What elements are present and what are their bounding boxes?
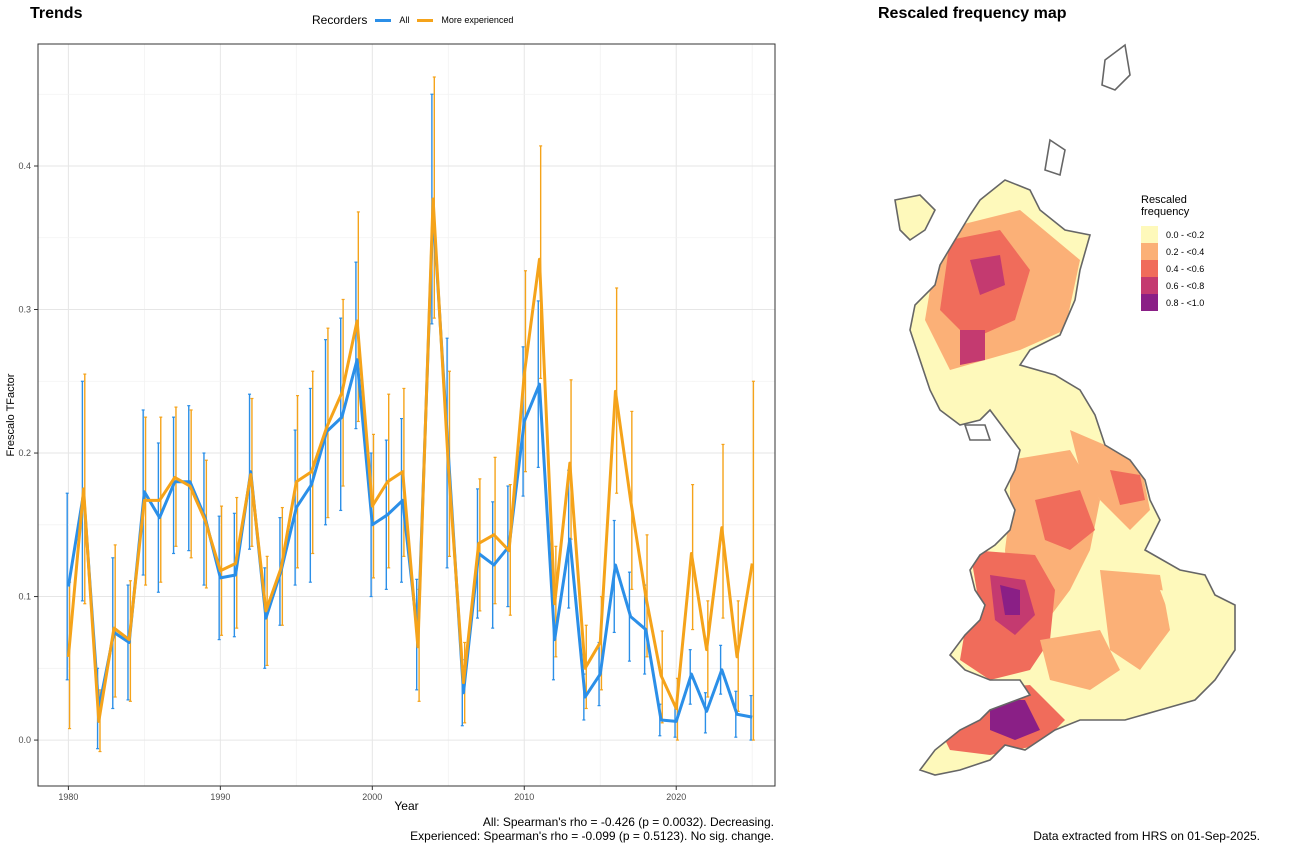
map-legend-title: Rescaled frequency: [1141, 194, 1190, 218]
map-legend-item: 0.4 - <0.6: [1141, 260, 1221, 277]
map-legend-label: 0.6 - <0.8: [1166, 280, 1205, 291]
data-note: Data extracted from HRS on 01-Sep-2025.: [1033, 829, 1260, 843]
map-legend-swatch: [1141, 277, 1158, 294]
stats-experienced: Experienced: Spearman's rho = -0.099 (p …: [410, 829, 774, 843]
legend-item-experienced: More experienced: [417, 15, 513, 25]
legend-swatch-all: [375, 18, 392, 22]
map-fill: [895, 180, 1235, 775]
legend-title: Recorders: [312, 13, 368, 27]
map-legend-label: 0.2 - <0.4: [1166, 246, 1205, 257]
frequency-map: [894, 43, 1236, 776]
plot-border: [37, 43, 776, 787]
map-legend-swatch: [1141, 243, 1158, 260]
legend-swatch-experienced: [417, 18, 434, 22]
map-title: Rescaled frequency map: [878, 5, 1067, 22]
x-tick-label: 2000: [362, 792, 382, 802]
series-line-experienced: [66, 197, 754, 723]
x-tick-label: 1990: [210, 792, 230, 802]
y-tick-label: 0.3: [18, 305, 31, 315]
map-legend-item: 0.0 - <0.2: [1141, 226, 1221, 243]
map-legend-label: 0.8 - <1.0: [1166, 297, 1205, 308]
map-legend-item: 0.6 - <0.8: [1141, 277, 1221, 294]
y-tick-label: 0.1: [18, 592, 31, 602]
y-tick-label: 0.0: [18, 735, 31, 745]
y-axis-label: Frescalo TFactor: [5, 373, 17, 456]
legend-item-all: All: [375, 15, 409, 25]
legend-label-experienced: More experienced: [441, 15, 514, 25]
series-line-all: [66, 207, 753, 723]
x-axis-label: Year: [394, 799, 418, 813]
x-tick-label: 2020: [666, 792, 686, 802]
y-tick-label: 0.2: [18, 448, 31, 458]
map-legend-swatch: [1141, 226, 1158, 243]
x-tick-label: 1980: [58, 792, 78, 802]
legend-label-all: All: [399, 15, 410, 25]
x-tick-label: 2010: [514, 792, 534, 802]
stats-all: All: Spearman's rho = -0.426 (p = 0.0032…: [482, 815, 774, 829]
trends-title: Trends: [30, 5, 83, 22]
map-legend-label: 0.4 - <0.6: [1166, 263, 1205, 274]
map-legend-swatch: [1141, 294, 1158, 311]
map-legend: Rescaled frequency 0.0 - <0.2 0.2 - <0.4…: [1141, 194, 1221, 311]
chart-legend: Recorders All More experienced: [312, 12, 513, 28]
map-outline: [894, 43, 1236, 776]
map-legend-item: 0.2 - <0.4: [1141, 243, 1221, 260]
map-legend-item: 0.8 - <1.0: [1141, 294, 1221, 311]
map-legend-swatch: [1141, 260, 1158, 277]
y-tick-label: 0.4: [18, 161, 31, 171]
map-legend-label: 0.0 - <0.2: [1166, 229, 1205, 240]
